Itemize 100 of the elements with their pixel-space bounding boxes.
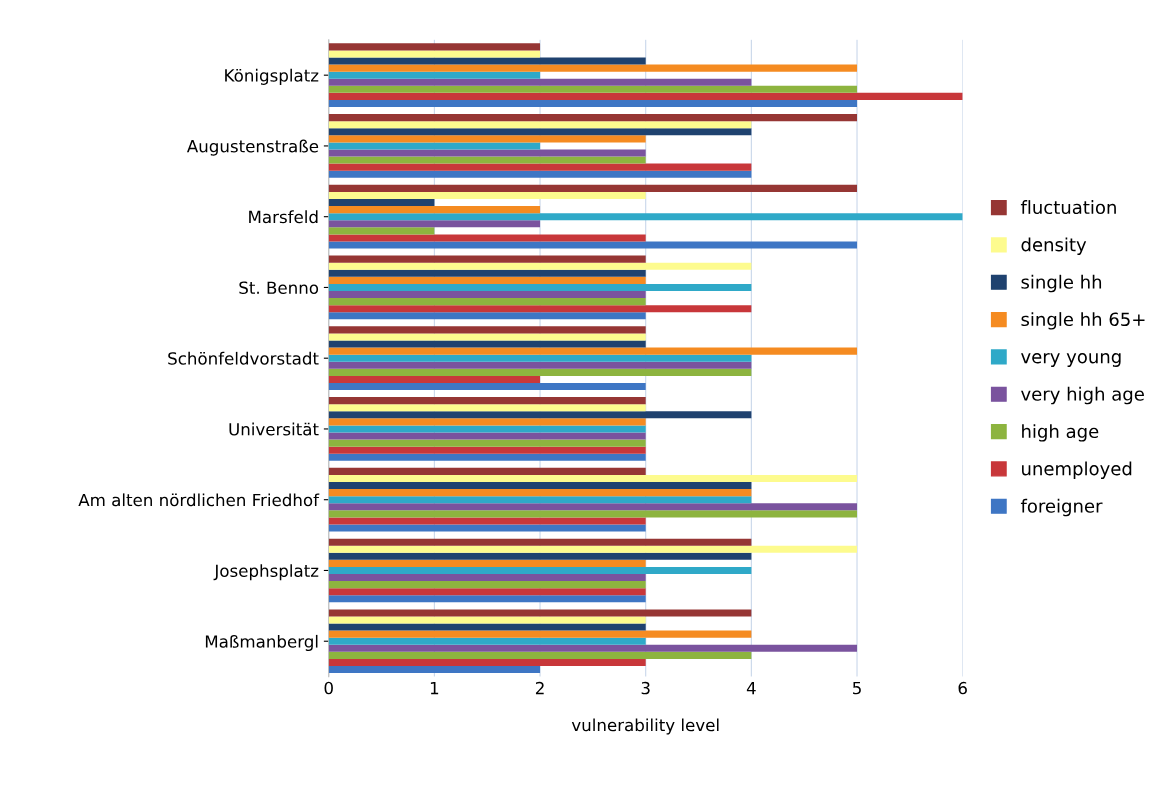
x-tick-label: 0 [324,681,333,695]
x-tick-label: 1 [430,681,439,695]
bar [328,489,752,497]
bar [328,269,646,277]
bar [328,333,646,341]
bar [328,623,646,631]
bar [328,347,858,355]
bar [328,71,541,79]
x-axis-title: vulnerability level [571,718,719,735]
bar [328,404,646,412]
bar [328,644,858,652]
bar [328,616,646,624]
bar [328,482,752,490]
bar [328,276,646,284]
bar [328,538,752,546]
bar [328,114,858,122]
bar [328,510,858,518]
bar [328,552,752,560]
bar [328,85,858,93]
bar [328,432,646,440]
legend-label: single hh [1021,274,1102,293]
bar [328,524,646,532]
bar [328,213,963,221]
bar [328,545,858,553]
legend-label: foreigner [1020,498,1103,517]
bar [328,340,646,348]
bar [328,496,752,504]
bar [328,220,541,228]
x-tick-label: 2 [535,681,544,695]
y-tick-label: Schönfeldvorstadt [168,351,319,365]
bar [328,559,646,567]
bar [328,382,646,391]
bar [328,283,752,291]
bar [328,50,541,58]
bar [328,595,646,603]
bar [328,453,646,461]
bar [328,163,752,171]
bar [328,425,646,433]
bar [328,43,541,51]
bar [328,418,646,426]
x-tick-label: 3 [641,681,650,695]
bar [328,446,646,454]
bar [328,305,752,313]
bar [328,290,646,299]
bar [328,658,646,666]
x-tick-label: 4 [746,681,756,695]
bar [328,503,858,511]
bar [328,128,752,136]
bar [328,298,646,306]
bar [328,637,646,645]
y-tick-label: Augustenstraße [186,139,319,156]
bar [328,368,752,376]
bar [328,474,858,483]
y-tick-label: Marsfeld [249,210,318,224]
y-tick-label: Königsplatz [225,68,319,85]
legend-label: unemployed [1022,461,1132,479]
legend-label: single hh 65+ [1021,312,1145,330]
bar [328,92,963,100]
legend-label: fluctuation [1020,200,1116,215]
y-tick-label: Universität [229,422,319,436]
bar [328,241,858,249]
bar [328,375,541,383]
bar [328,57,646,65]
bar [328,149,646,157]
bar [328,142,541,150]
bar [328,651,752,659]
bar [328,255,646,263]
bar [328,121,752,129]
bar [328,312,646,320]
bar [328,191,646,199]
y-tick-label: Am alten nördlichen Friedhof [78,493,320,507]
bar [328,156,646,164]
bar [328,467,646,475]
bar [328,99,858,108]
bar [328,227,435,235]
bar [328,665,541,674]
bar [328,326,646,334]
x-tick-label: 6 [958,681,967,695]
bar [328,581,646,589]
bar [328,588,646,596]
bar [328,64,858,72]
bar [328,439,646,447]
x-tick-label: 5 [853,681,861,695]
bar [328,262,752,270]
bar [328,411,752,419]
y-tick-label: Maßmanbergl [205,634,318,652]
bar [328,135,646,143]
bar [328,354,752,362]
bar [328,574,646,582]
legend-label: density [1021,237,1087,255]
bar [328,78,752,86]
bar [328,234,646,242]
bar [328,609,752,617]
bar [328,170,752,178]
bar [328,566,752,574]
bar [328,184,858,192]
legend-label: very high age [1021,386,1144,405]
bar [328,517,646,525]
legend-label: very young [1021,353,1121,367]
y-tick-label: Josephsplatz [213,564,319,581]
